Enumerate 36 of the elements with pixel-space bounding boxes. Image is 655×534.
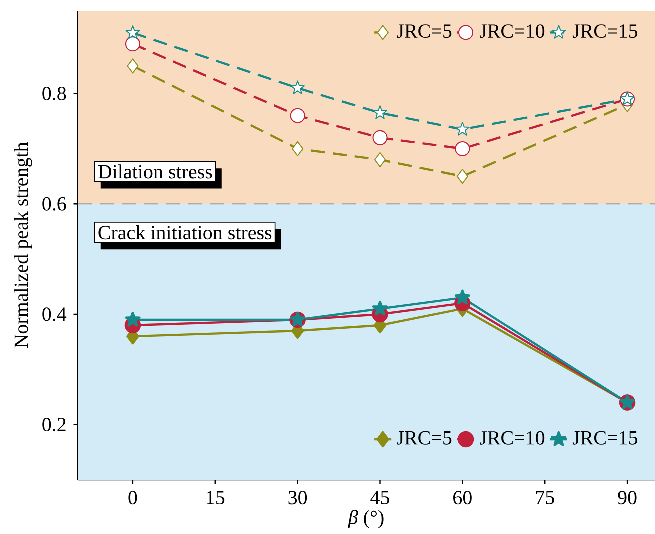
- point: [372, 130, 388, 146]
- point: [456, 169, 468, 184]
- x-tick-label: 90: [618, 491, 637, 505]
- legend-label: JRC=5: [397, 431, 452, 445]
- band-label: Crack initiation stress: [98, 226, 272, 240]
- point: [125, 36, 140, 52]
- x-axis-title: β (°): [348, 510, 384, 528]
- point: [456, 122, 470, 136]
- x-tick-label: 0: [128, 491, 138, 505]
- x-tick-label: 60: [454, 491, 472, 505]
- point: [455, 141, 470, 156]
- point: [454, 290, 470, 305]
- legend-label: JRC=10: [480, 24, 545, 38]
- legend-label: JRC=15: [572, 24, 638, 38]
- y-axis-title: Normalized peak strength: [14, 142, 32, 348]
- y-tick-label: 0.2: [42, 418, 66, 432]
- x-tick-label: 75: [536, 491, 554, 504]
- x-tick-label: 45: [370, 491, 390, 504]
- y-tick-label: 0.8: [42, 86, 66, 101]
- point: [290, 108, 306, 124]
- point: [373, 106, 388, 120]
- x-tick-label: 30: [288, 491, 308, 505]
- y-tick-label: 0.6: [42, 197, 66, 211]
- y-tick-label: 0.4: [42, 308, 67, 322]
- band-label: Dilation stress: [98, 164, 212, 179]
- point: [125, 312, 141, 327]
- point: [292, 141, 304, 156]
- point: [290, 80, 305, 94]
- legend-label: JRC=10: [480, 431, 545, 445]
- x-tick-label: 15: [207, 491, 225, 505]
- point: [374, 152, 386, 168]
- point: [372, 300, 388, 316]
- point: [126, 26, 140, 40]
- legend-label: JRC=15: [572, 431, 638, 445]
- legend-label: JRC=5: [397, 24, 452, 38]
- point: [127, 58, 139, 74]
